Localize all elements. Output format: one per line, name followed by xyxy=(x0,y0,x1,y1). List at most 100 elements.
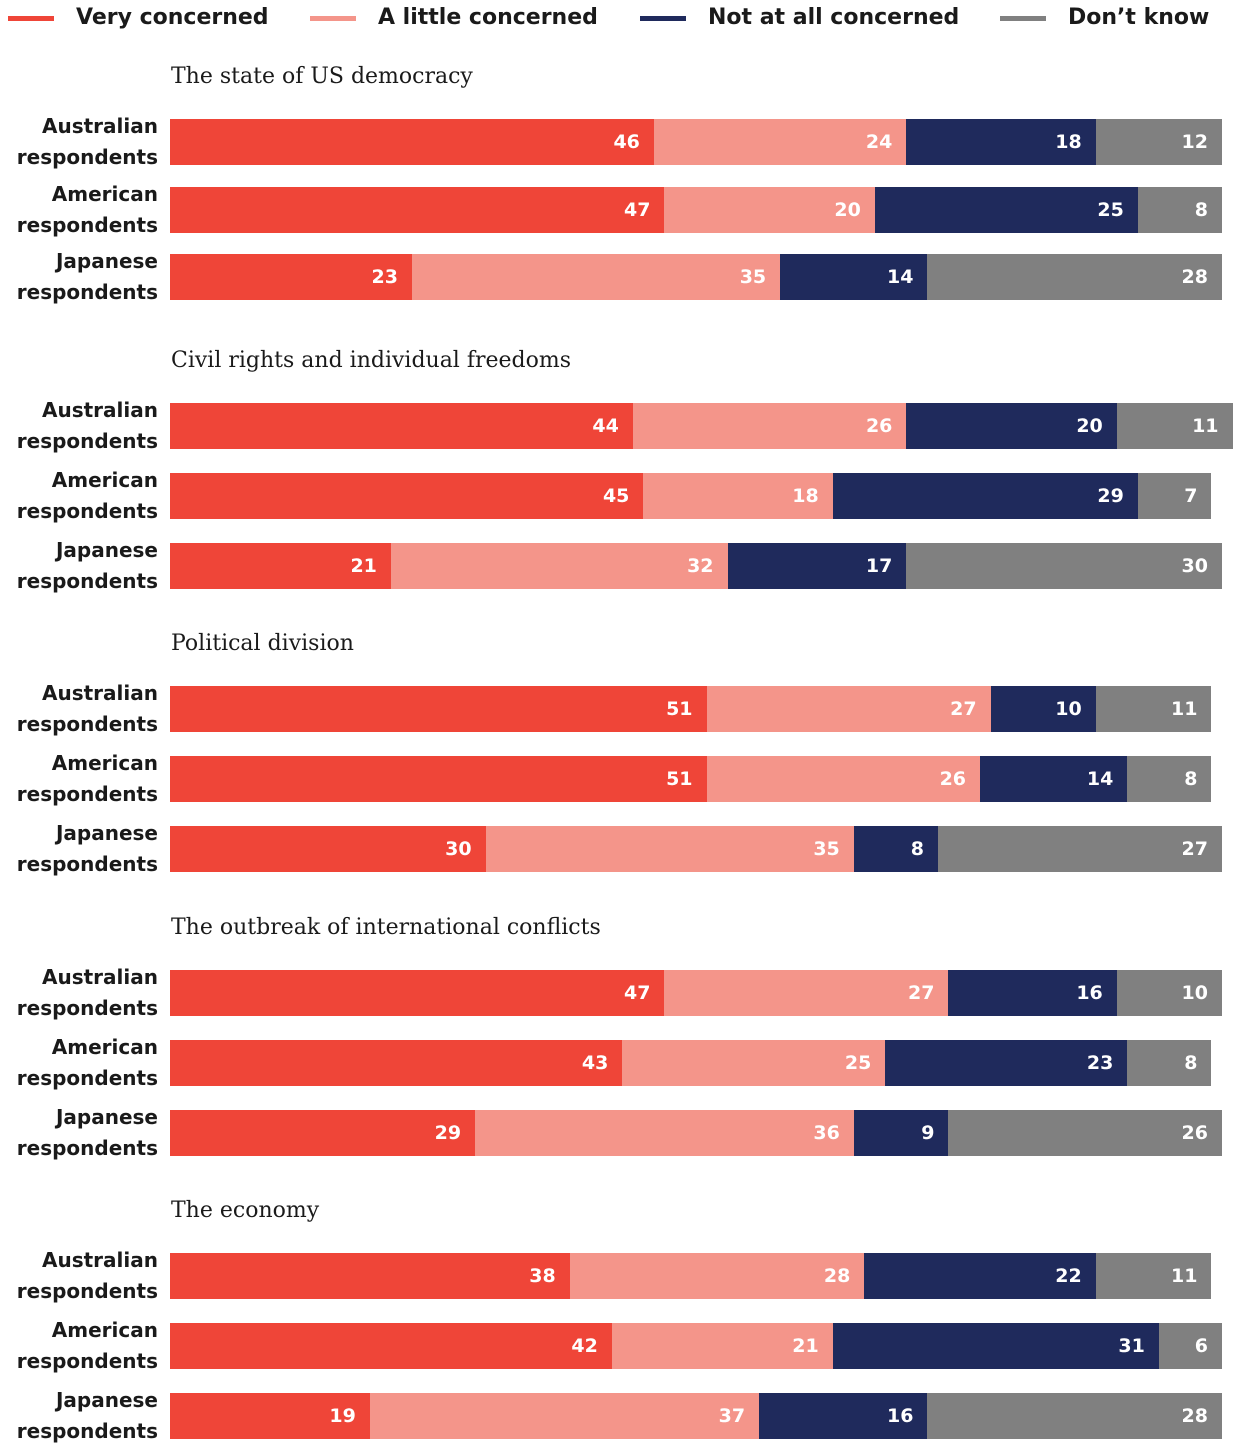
bar-segment xyxy=(1116,402,1233,449)
bar-segment xyxy=(170,119,654,165)
value-label: 21 xyxy=(350,554,377,577)
value-label: 23 xyxy=(371,266,398,288)
value-label: 27 xyxy=(908,981,935,1004)
bar-segment xyxy=(643,472,833,519)
facet-title: Civil rights and individual freedoms xyxy=(171,347,572,373)
value-label: 26 xyxy=(865,414,893,437)
bar-segment xyxy=(170,542,391,589)
bar-segment xyxy=(927,254,1222,300)
value-label: 29 xyxy=(434,1121,462,1144)
value-label: 43 xyxy=(581,1051,609,1074)
value-label: 11 xyxy=(1171,698,1198,720)
value-label: 27 xyxy=(1181,838,1208,860)
bar-segment xyxy=(864,1253,1096,1299)
bar-segment xyxy=(853,1109,949,1156)
bar-segment xyxy=(170,969,665,1016)
bar-segment xyxy=(948,969,1117,1016)
value-label: 37 xyxy=(718,1405,746,1427)
legend-swatch xyxy=(640,16,686,21)
bar-segment xyxy=(664,186,875,233)
value-label: 51 xyxy=(666,768,693,790)
category-label: Australian respondents xyxy=(16,1248,158,1303)
value-label: 35 xyxy=(813,838,840,860)
bar-segment xyxy=(927,1393,1222,1439)
bar-segment xyxy=(170,1253,570,1299)
value-label: 32 xyxy=(687,554,714,577)
bar-segment xyxy=(948,1109,1222,1156)
category-label: Japanese respondents xyxy=(16,1104,158,1160)
value-label: 36 xyxy=(813,1121,840,1144)
category-label: Japanese respondents xyxy=(16,537,158,593)
bar-segment xyxy=(727,542,907,589)
bar-segment xyxy=(1095,686,1212,732)
bar-segment xyxy=(653,119,907,165)
bar-segment xyxy=(906,119,1096,165)
bar-segment xyxy=(885,1039,1128,1086)
category-label: Australian respondents xyxy=(16,114,158,169)
value-label: 29 xyxy=(1097,484,1124,507)
value-label: 19 xyxy=(329,1405,356,1427)
bar-segment xyxy=(170,472,644,519)
value-label: 47 xyxy=(623,198,651,221)
category-label: American respondents xyxy=(16,1034,158,1090)
bar-segment xyxy=(170,186,665,233)
value-label: 14 xyxy=(1086,768,1114,790)
bar-segment xyxy=(780,254,928,300)
category-label: American respondents xyxy=(16,181,158,237)
value-label: 20 xyxy=(1076,414,1103,437)
value-label: 18 xyxy=(1055,131,1082,153)
bar-segment xyxy=(832,472,1138,519)
bar-segment xyxy=(475,1109,854,1156)
value-label: 38 xyxy=(529,1265,556,1287)
bar-segment xyxy=(1127,756,1212,802)
value-label: 23 xyxy=(1086,1051,1114,1074)
value-label: 8 xyxy=(1184,1051,1198,1074)
value-label: 28 xyxy=(1181,1405,1208,1427)
bar-segment xyxy=(832,1323,1159,1369)
bar-segment xyxy=(170,826,486,872)
facet-title: The state of US democracy xyxy=(171,64,473,89)
category-label: Japanese respondents xyxy=(16,249,158,304)
bar-segment xyxy=(906,402,1117,449)
bar-segment xyxy=(874,186,1138,233)
legend-swatch xyxy=(1000,16,1046,21)
value-label: 10 xyxy=(1055,698,1082,720)
legend-label: A little concerned xyxy=(378,5,598,30)
bar-segment xyxy=(485,826,854,872)
value-label: 21 xyxy=(792,1335,819,1357)
bar-segment xyxy=(706,686,991,732)
value-label: 51 xyxy=(666,698,693,720)
legend-label: Not at all concerned xyxy=(708,5,960,30)
category-label: American respondents xyxy=(16,751,158,806)
value-label: 47 xyxy=(623,981,651,1004)
facet-title: The outbreak of international conflicts xyxy=(171,914,601,940)
value-label: 28 xyxy=(1181,266,1208,288)
bar-segment xyxy=(1127,1039,1212,1086)
bar-segment xyxy=(1137,472,1212,519)
bar-segment xyxy=(1158,1323,1222,1369)
value-label: 30 xyxy=(445,838,472,860)
category-label: American respondents xyxy=(16,1318,158,1373)
value-label: 27 xyxy=(950,698,977,720)
value-label: 14 xyxy=(886,266,914,288)
bar-segment xyxy=(1095,119,1222,165)
value-label: 35 xyxy=(739,266,767,288)
value-label: 26 xyxy=(939,768,967,790)
legend-swatch xyxy=(310,16,356,21)
value-label: 25 xyxy=(1097,198,1124,221)
value-label: 6 xyxy=(1194,1335,1208,1357)
value-label: 17 xyxy=(865,554,893,577)
value-label: 8 xyxy=(1194,198,1208,221)
value-label: 24 xyxy=(865,131,893,153)
legend-label: Very concerned xyxy=(76,5,269,30)
legend-swatch xyxy=(8,16,54,21)
bar-segment xyxy=(170,1323,612,1369)
value-label: 8 xyxy=(910,838,924,860)
category-label: Australian respondents xyxy=(16,681,158,736)
bar-segment xyxy=(170,1109,476,1156)
bar-segment xyxy=(1116,969,1222,1016)
value-label: 16 xyxy=(886,1405,914,1427)
value-label: 44 xyxy=(592,414,619,437)
bar-segment xyxy=(569,1253,865,1299)
